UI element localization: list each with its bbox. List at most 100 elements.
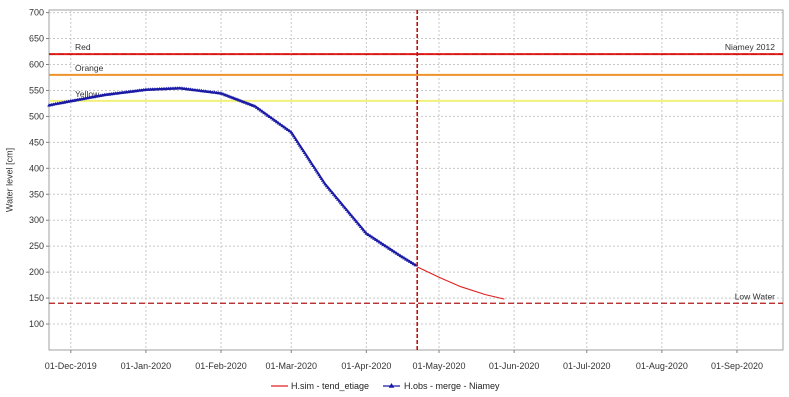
series-marker: [267, 114, 272, 118]
series-marker: [413, 263, 418, 267]
series-marker: [377, 240, 382, 244]
series-marker: [210, 90, 215, 94]
threshold-label: Red: [75, 42, 91, 52]
series-marker: [260, 109, 264, 113]
series-group: [47, 86, 505, 300]
series-marker: [289, 130, 293, 134]
y-tick-label: 250: [29, 241, 44, 251]
x-tick-label: 01-Dec-2019: [45, 361, 97, 371]
plot-background: [48, 9, 784, 351]
series-marker: [387, 246, 391, 250]
series-marker: [385, 245, 389, 249]
series-marker: [339, 200, 343, 205]
series-marker: [212, 90, 217, 94]
series-marker: [282, 125, 286, 129]
series-line: [416, 266, 505, 300]
series-marker: [341, 204, 346, 208]
y-tick-label: 350: [29, 189, 44, 199]
series-marker: [404, 257, 408, 261]
series-marker: [383, 243, 387, 248]
series-marker: [243, 100, 247, 104]
series-marker: [337, 199, 342, 203]
series-marker: [374, 237, 378, 241]
series-marker: [353, 217, 357, 222]
series-marker: [178, 86, 182, 90]
grid-lines: [49, 10, 783, 350]
y-tick-label: 300: [29, 215, 44, 225]
series-marker: [390, 248, 395, 253]
series-marker: [227, 94, 231, 98]
series-marker: [398, 253, 403, 258]
series-marker: [406, 258, 410, 262]
threshold-lines: Red Orange Yellow Low Water Niamey 2012: [49, 42, 783, 304]
series-marker: [241, 99, 245, 104]
y-tick-label: 150: [29, 293, 44, 303]
legend: H.sim - tend_etiage H.obs - merge - Niame…: [271, 381, 500, 391]
series-marker: [348, 212, 353, 217]
series-marker: [351, 216, 356, 220]
y-tick-label: 200: [29, 267, 44, 277]
series-marker: [346, 209, 350, 213]
series-marker: [392, 250, 397, 254]
y-tick-label: 600: [29, 60, 44, 70]
series-marker: [256, 106, 261, 111]
series-marker: [265, 113, 270, 117]
series-marker: [350, 214, 354, 218]
series-marker: [253, 104, 257, 108]
series-marker: [329, 188, 333, 193]
x-tick-label: 01-Aug-2020: [636, 361, 688, 371]
series-marker: [356, 221, 360, 225]
series-marker: [217, 91, 221, 95]
series-marker: [343, 205, 347, 210]
legend-marker: [388, 383, 395, 388]
series-marker: [258, 108, 263, 112]
series-marker: [180, 86, 184, 90]
x-tick-label: 01-Apr-2020: [341, 361, 391, 371]
series-marker: [206, 89, 210, 93]
series-marker: [221, 92, 225, 96]
series-marker: [379, 241, 384, 245]
series-marker: [402, 256, 406, 260]
y-tick-label: 550: [29, 85, 44, 95]
series-marker: [366, 232, 370, 236]
legend-label: H.sim - tend_etiage: [291, 381, 369, 391]
x-tick-label: 01-Sep-2020: [711, 361, 763, 371]
y-axis-ticks: 100 150 200 250 300 350 400 450 500 550 600 650 700: [29, 8, 49, 329]
series-marker: [344, 207, 349, 211]
series-marker: [407, 259, 412, 263]
series-marker: [354, 219, 359, 223]
series-marker: [284, 126, 288, 130]
series-marker: [368, 233, 372, 238]
series-marker: [231, 95, 235, 100]
series-marker: [285, 127, 290, 131]
series-marker: [251, 103, 255, 107]
series-marker: [254, 105, 259, 109]
series-marker: [327, 187, 332, 191]
series-marker: [389, 247, 393, 251]
series-marker: [204, 89, 208, 93]
series-marker: [191, 87, 195, 92]
series-marker: [381, 242, 386, 246]
x-tick-label: 01-Jul-2020: [563, 361, 611, 371]
series-marker: [262, 110, 266, 115]
series-marker: [323, 182, 327, 186]
series-marker: [188, 87, 193, 91]
x-axis-ticks: 01-Dec-2019 01-Jan-2020 01-Feb-2020 01-Mar-…: [45, 350, 763, 371]
series-marker: [360, 226, 364, 230]
series-marker: [197, 88, 202, 92]
series-marker: [274, 119, 279, 124]
series-marker: [237, 98, 241, 102]
series-marker: [334, 195, 339, 200]
series-marker: [247, 101, 251, 106]
series-marker: [372, 236, 376, 240]
x-tick-label: 01-May-2020: [412, 361, 465, 371]
y-tick-label: 700: [29, 8, 44, 18]
series-marker: [264, 112, 268, 116]
series-marker: [336, 197, 340, 201]
series-marker: [214, 90, 219, 95]
series-marker: [229, 95, 233, 99]
x-tick-label: 01-Jan-2020: [121, 361, 172, 371]
series-marker: [411, 261, 416, 266]
series-marker: [195, 88, 199, 92]
